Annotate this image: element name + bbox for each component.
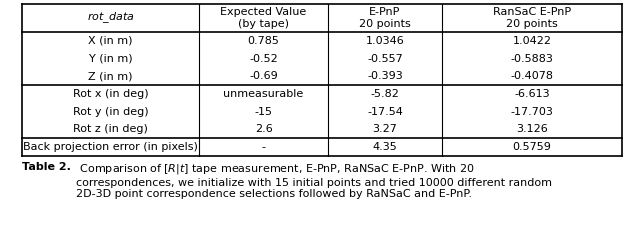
Text: -17.54: -17.54 <box>367 107 403 117</box>
Text: Expected Value
(by tape): Expected Value (by tape) <box>220 7 307 29</box>
Text: -5.82: -5.82 <box>371 89 399 99</box>
Text: 3.126: 3.126 <box>516 124 548 134</box>
Text: 1.0422: 1.0422 <box>513 36 552 46</box>
Text: -0.5883: -0.5883 <box>511 54 554 63</box>
Text: -0.69: -0.69 <box>249 71 278 81</box>
Text: 3.27: 3.27 <box>372 124 397 134</box>
Text: -0.4078: -0.4078 <box>511 71 554 81</box>
Text: -15: -15 <box>255 107 273 117</box>
Text: Back projection error (in pixels): Back projection error (in pixels) <box>23 142 198 152</box>
Text: 4.35: 4.35 <box>372 142 397 152</box>
Text: X (in m): X (in m) <box>88 36 132 46</box>
Text: $\mathit{rot\_data}$: $\mathit{rot\_data}$ <box>86 11 134 25</box>
Text: unmeasurable: unmeasurable <box>223 89 303 99</box>
Text: -0.52: -0.52 <box>249 54 278 63</box>
Text: -0.393: -0.393 <box>367 71 403 81</box>
Text: 2.6: 2.6 <box>255 124 273 134</box>
Text: Rot x (in deg): Rot x (in deg) <box>73 89 148 99</box>
Text: RanSaC E-PnP
20 points: RanSaC E-PnP 20 points <box>493 7 571 29</box>
Text: -0.557: -0.557 <box>367 54 403 63</box>
Text: Y (in m): Y (in m) <box>89 54 132 63</box>
Text: -17.703: -17.703 <box>511 107 554 117</box>
Text: E-PnP
20 points: E-PnP 20 points <box>359 7 411 29</box>
Text: -6.613: -6.613 <box>514 89 550 99</box>
Text: 1.0346: 1.0346 <box>365 36 404 46</box>
Text: Comparison of $[R|t]$ tape measurement, E-PnP, RaNSaC E-PnP. With 20
corresponde: Comparison of $[R|t]$ tape measurement, … <box>76 162 552 199</box>
Text: Rot z (in deg): Rot z (in deg) <box>73 124 148 134</box>
Text: Table 2.: Table 2. <box>22 162 71 172</box>
Text: 0.5759: 0.5759 <box>513 142 552 152</box>
Text: 0.785: 0.785 <box>248 36 280 46</box>
Text: -: - <box>262 142 266 152</box>
Text: Rot y (in deg): Rot y (in deg) <box>73 107 148 117</box>
Text: Z (in m): Z (in m) <box>88 71 132 81</box>
